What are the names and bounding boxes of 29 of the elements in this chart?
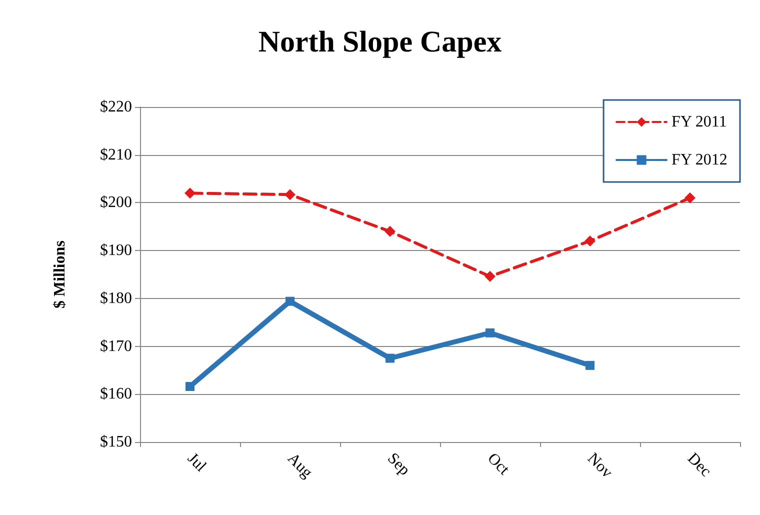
point	[286, 296, 294, 306]
y-tick-label: $200	[100, 194, 132, 212]
x-tick-label: Nov	[584, 450, 616, 482]
point	[186, 382, 194, 391]
x-tick-label: Sep	[384, 450, 413, 479]
chart-title: North Slope Capex	[258, 26, 502, 58]
x-tick-label: Oct	[484, 450, 513, 479]
y-tick-label: $210	[100, 146, 132, 164]
y-tick-label: $220	[100, 98, 132, 116]
legend-label: FY 2012	[672, 152, 728, 168]
point	[586, 360, 594, 370]
point	[384, 226, 396, 237]
y-tick-label: $160	[100, 386, 132, 403]
x-tick-label: Aug	[284, 450, 316, 482]
y-tick-label: $190	[100, 242, 132, 260]
y-axis-title: $ Millions	[52, 240, 68, 309]
point	[486, 328, 494, 338]
point	[484, 270, 496, 282]
y-tick-label: $180	[100, 290, 132, 307]
point	[284, 189, 296, 200]
point	[184, 188, 196, 199]
legend-label: FY 2011	[672, 114, 727, 130]
point	[386, 354, 394, 363]
point	[584, 236, 596, 246]
x-tick-label: Dec	[684, 450, 714, 480]
x-tick-label: Jul	[184, 450, 210, 476]
point	[684, 192, 696, 204]
y-tick-label: $150	[100, 434, 132, 450]
y-tick-label: $170	[100, 338, 132, 355]
